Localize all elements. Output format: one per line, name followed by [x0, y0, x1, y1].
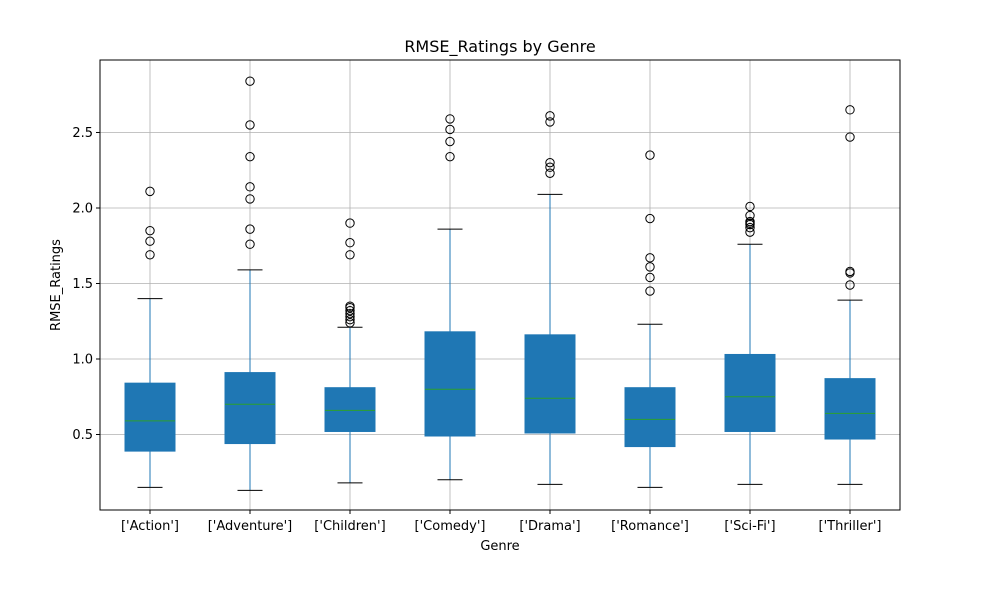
x-tick-label: ['Thriller']: [819, 519, 882, 534]
outlier-point: [845, 266, 855, 277]
box-group: [224, 76, 276, 491]
outlier-point: [545, 168, 555, 178]
outlier-point: [345, 315, 355, 325]
x-tick-label: ['Sci-Fi']: [724, 519, 775, 534]
outlier-point: [345, 218, 355, 228]
y-tick-label: 1.0: [72, 352, 93, 367]
outlier-point: [245, 151, 255, 162]
outlier-point: [145, 250, 155, 260]
x-tick-label: ['Romance']: [611, 519, 689, 534]
box-group: [624, 150, 676, 488]
box: [324, 387, 376, 432]
outlier-point: [745, 201, 755, 212]
outlier-point: [645, 286, 655, 296]
outlier-point: [645, 253, 655, 263]
outlier-point: [845, 132, 855, 142]
outlier-point: [545, 157, 555, 168]
box-group: [524, 111, 576, 485]
outlier-point: [745, 210, 755, 221]
outlier-point: [145, 225, 155, 236]
x-tick-label: ['Action']: [121, 519, 179, 534]
outlier-point: [745, 227, 755, 237]
outlier-point: [345, 318, 355, 328]
outlier-point: [645, 262, 655, 272]
outlier-point: [145, 236, 155, 246]
box: [124, 382, 176, 452]
outlier-point: [645, 213, 655, 224]
outlier-point: [645, 272, 655, 283]
outlier-point: [545, 117, 555, 127]
outlier-point: [445, 114, 455, 124]
y-tick-label: 2.5: [72, 126, 93, 141]
outlier-point: [245, 120, 255, 130]
chart-title: RMSE_Ratings by Genre: [404, 37, 595, 57]
box-group: [724, 201, 776, 485]
outlier-point: [345, 238, 355, 248]
outlier-point: [845, 105, 855, 115]
x-axis-label: Genre: [480, 539, 519, 554]
outlier-point: [345, 312, 355, 322]
outlier-point: [545, 111, 555, 121]
outlier-point: [445, 136, 455, 147]
box: [824, 378, 876, 440]
box: [424, 331, 476, 437]
outlier-point: [845, 280, 855, 290]
outlier-point: [445, 124, 455, 135]
boxes: [124, 76, 876, 491]
outlier-point: [345, 308, 355, 319]
x-tick-label: ['Drama']: [519, 519, 580, 534]
plot-area-frame: [99, 59, 901, 511]
outlier-point: [545, 162, 555, 172]
box-group: [324, 218, 376, 484]
outlier-point: [445, 151, 455, 162]
box: [224, 372, 276, 445]
y-axis-label: RMSE_Ratings: [49, 239, 64, 331]
outlier-point: [345, 250, 355, 260]
outlier-point: [245, 76, 255, 86]
outlier-point: [145, 186, 155, 197]
outlier-point: [245, 224, 255, 234]
grid: [100, 60, 900, 510]
y-tick-label: 1.5: [72, 277, 93, 292]
box: [724, 353, 776, 432]
box-group: [124, 186, 176, 488]
outlier-point: [745, 222, 755, 233]
box: [524, 334, 576, 434]
outlier-point: [345, 301, 355, 311]
x-tick-label: ['Adventure']: [208, 519, 293, 534]
box-group: [424, 114, 476, 481]
axis-ticks: ['Action'] ['Adventure'] ['Children'] ['Com…: [72, 126, 881, 534]
box: [624, 387, 676, 448]
outlier-point: [245, 239, 255, 249]
outlier-point: [345, 305, 355, 316]
outlier-point: [645, 150, 655, 160]
outlier-point: [245, 194, 255, 204]
y-tick-label: 2.0: [72, 201, 93, 216]
x-tick-label: ['Comedy']: [415, 519, 486, 534]
box-group: [824, 105, 876, 485]
outlier-point: [745, 216, 755, 227]
x-tick-label: ['Children']: [314, 519, 385, 534]
outlier-point: [245, 182, 255, 192]
y-tick-label: 0.5: [72, 428, 93, 443]
